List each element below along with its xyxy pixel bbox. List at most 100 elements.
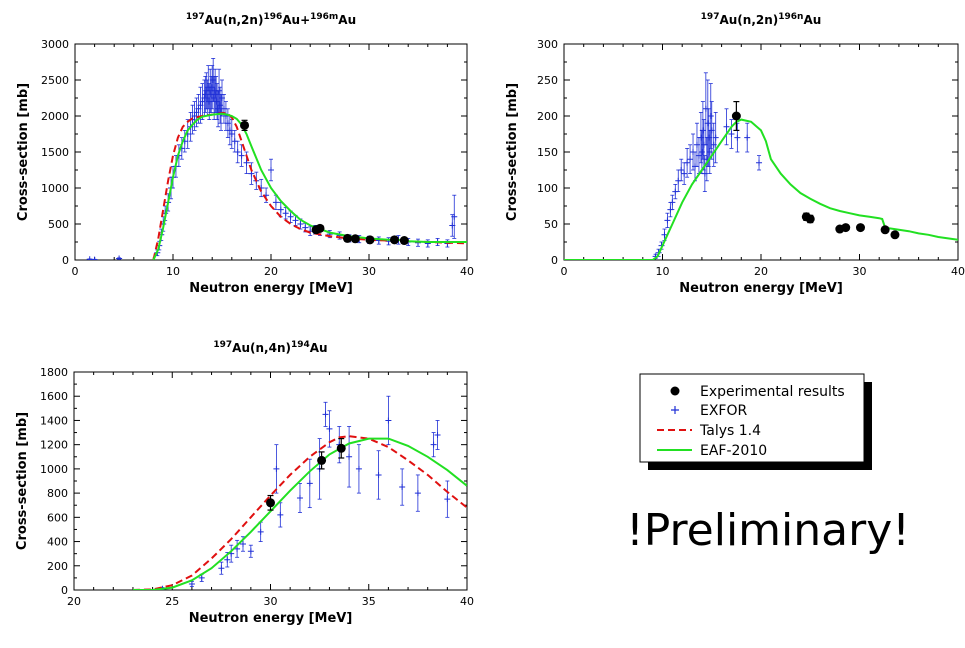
preliminary-label: !Preliminary! — [626, 505, 910, 556]
exfor-point — [355, 444, 362, 494]
exfor-point — [712, 112, 719, 164]
y-tick-label: 200 — [537, 110, 558, 123]
exfor-point — [219, 79, 225, 117]
x-tick-label: 30 — [362, 265, 376, 278]
exfor-point — [385, 395, 392, 446]
y-tick-label: 100 — [537, 182, 558, 195]
exfor-point — [734, 122, 741, 153]
exfor-point — [91, 256, 98, 260]
exfor-point — [664, 212, 671, 229]
exfor-point — [399, 468, 406, 506]
y-axis-title: Cross-section [mb] — [505, 83, 520, 221]
y-tick-label: 1500 — [41, 146, 69, 159]
plot-frame — [563, 43, 959, 261]
chart-title: 197Au(n,2n)196Au+196mAu — [186, 12, 356, 27]
y-tick-label: 1000 — [40, 463, 68, 476]
legend-item-talys: Talys 1.4 — [657, 423, 761, 439]
exfor-point — [424, 239, 431, 248]
exfor-point — [705, 108, 712, 167]
experimental-point — [266, 494, 275, 511]
y-tick-label: 2500 — [41, 74, 69, 87]
legend-item-exfor: EXFOR — [671, 403, 748, 419]
x-axis-title: Neutron energy [MeV] — [189, 281, 353, 296]
exfor-point — [218, 561, 225, 575]
legend-label-exfor: EXFOR — [700, 403, 748, 419]
series-line-eaf — [152, 112, 467, 260]
experimental-point — [389, 235, 399, 245]
y-tick-label: 800 — [47, 487, 68, 500]
experimental-point — [342, 233, 352, 243]
y-tick-label: 1000 — [41, 182, 69, 195]
y-tick-label: 200 — [47, 560, 68, 573]
y-tick-label: 3000 — [41, 38, 69, 51]
exfor-point — [684, 147, 691, 178]
exfor-point — [273, 444, 280, 494]
exfor-point — [375, 450, 382, 500]
legend-label-talys: Talys 1.4 — [699, 423, 761, 439]
exfor-point — [444, 480, 451, 518]
x-tick-label: 20 — [754, 265, 768, 278]
legend: Experimental results EXFOR Talys 1.4 EAF… — [639, 373, 872, 470]
x-tick-label: 40 — [460, 595, 474, 608]
x-tick-label: 20 — [67, 595, 81, 608]
y-tick-label: 0 — [551, 254, 558, 267]
y-tick-label: 250 — [537, 74, 558, 87]
legend-item-eaf: EAF-2010 — [657, 443, 767, 459]
exfor-point — [220, 94, 227, 124]
x-tick-label: 40 — [460, 265, 474, 278]
y-tick-label: 1400 — [40, 414, 68, 427]
exfor-point — [116, 255, 123, 260]
y-axis-title: Cross-section [mb] — [15, 412, 30, 550]
legend-marker-exfor — [671, 406, 679, 414]
experimental-point — [365, 235, 375, 245]
experimental-point — [890, 230, 900, 240]
experimental-point — [350, 234, 360, 244]
y-tick-label: 0 — [61, 584, 68, 597]
y-tick-label: 50 — [544, 218, 558, 231]
exfor-point — [277, 502, 284, 528]
exfor-point — [434, 420, 441, 450]
x-tick-label: 20 — [264, 265, 278, 278]
experimental-point — [731, 100, 741, 131]
experimental-point — [336, 438, 346, 459]
exfor-point — [234, 140, 241, 164]
x-tick-label: 30 — [264, 595, 278, 608]
exfor-point — [346, 426, 353, 488]
exfor-point — [451, 194, 458, 239]
x-tick-label: 10 — [656, 265, 670, 278]
experimental-point — [317, 451, 327, 470]
x-tick-label: 0 — [72, 265, 79, 278]
x-tick-label: 40 — [951, 265, 965, 278]
experimental-point — [240, 119, 250, 131]
exfor-point — [234, 539, 241, 558]
chart-title: 197Au(n,2n)196nAu — [701, 12, 822, 27]
exfor-point — [414, 474, 421, 512]
x-tick-label: 30 — [853, 265, 867, 278]
exfor-point — [672, 183, 679, 200]
x-tick-label: 35 — [362, 595, 376, 608]
y-tick-label: 2000 — [41, 110, 69, 123]
plot-frame — [74, 43, 468, 261]
legend-label-experimental: Experimental results — [700, 384, 845, 400]
y-tick-label: 1800 — [40, 366, 68, 379]
x-axis-title: Neutron energy [MeV] — [679, 281, 843, 296]
exfor-point — [306, 458, 313, 509]
chart-title: 197Au(n,4n)194Au — [213, 340, 327, 355]
y-tick-label: 1200 — [40, 439, 68, 452]
chart-au196: 197Au(n,2n)196Au+196mAu 0 10 20 30 40 0 500 1000… — [16, 12, 474, 296]
exfor-point — [687, 144, 694, 175]
series-line-eaf — [132, 437, 467, 590]
exfor-point — [756, 155, 763, 171]
x-tick-label: 0 — [561, 265, 568, 278]
experimental-point — [399, 236, 409, 246]
y-tick-label: 600 — [47, 511, 68, 524]
x-tick-label: 25 — [165, 595, 179, 608]
exfor-point — [723, 108, 730, 146]
y-tick-label: 400 — [47, 536, 68, 549]
y-tick-label: 500 — [48, 218, 69, 231]
exfor-point — [239, 536, 246, 552]
series-line-talys — [152, 112, 467, 260]
y-axis-title: Cross-section [mb] — [16, 83, 31, 221]
